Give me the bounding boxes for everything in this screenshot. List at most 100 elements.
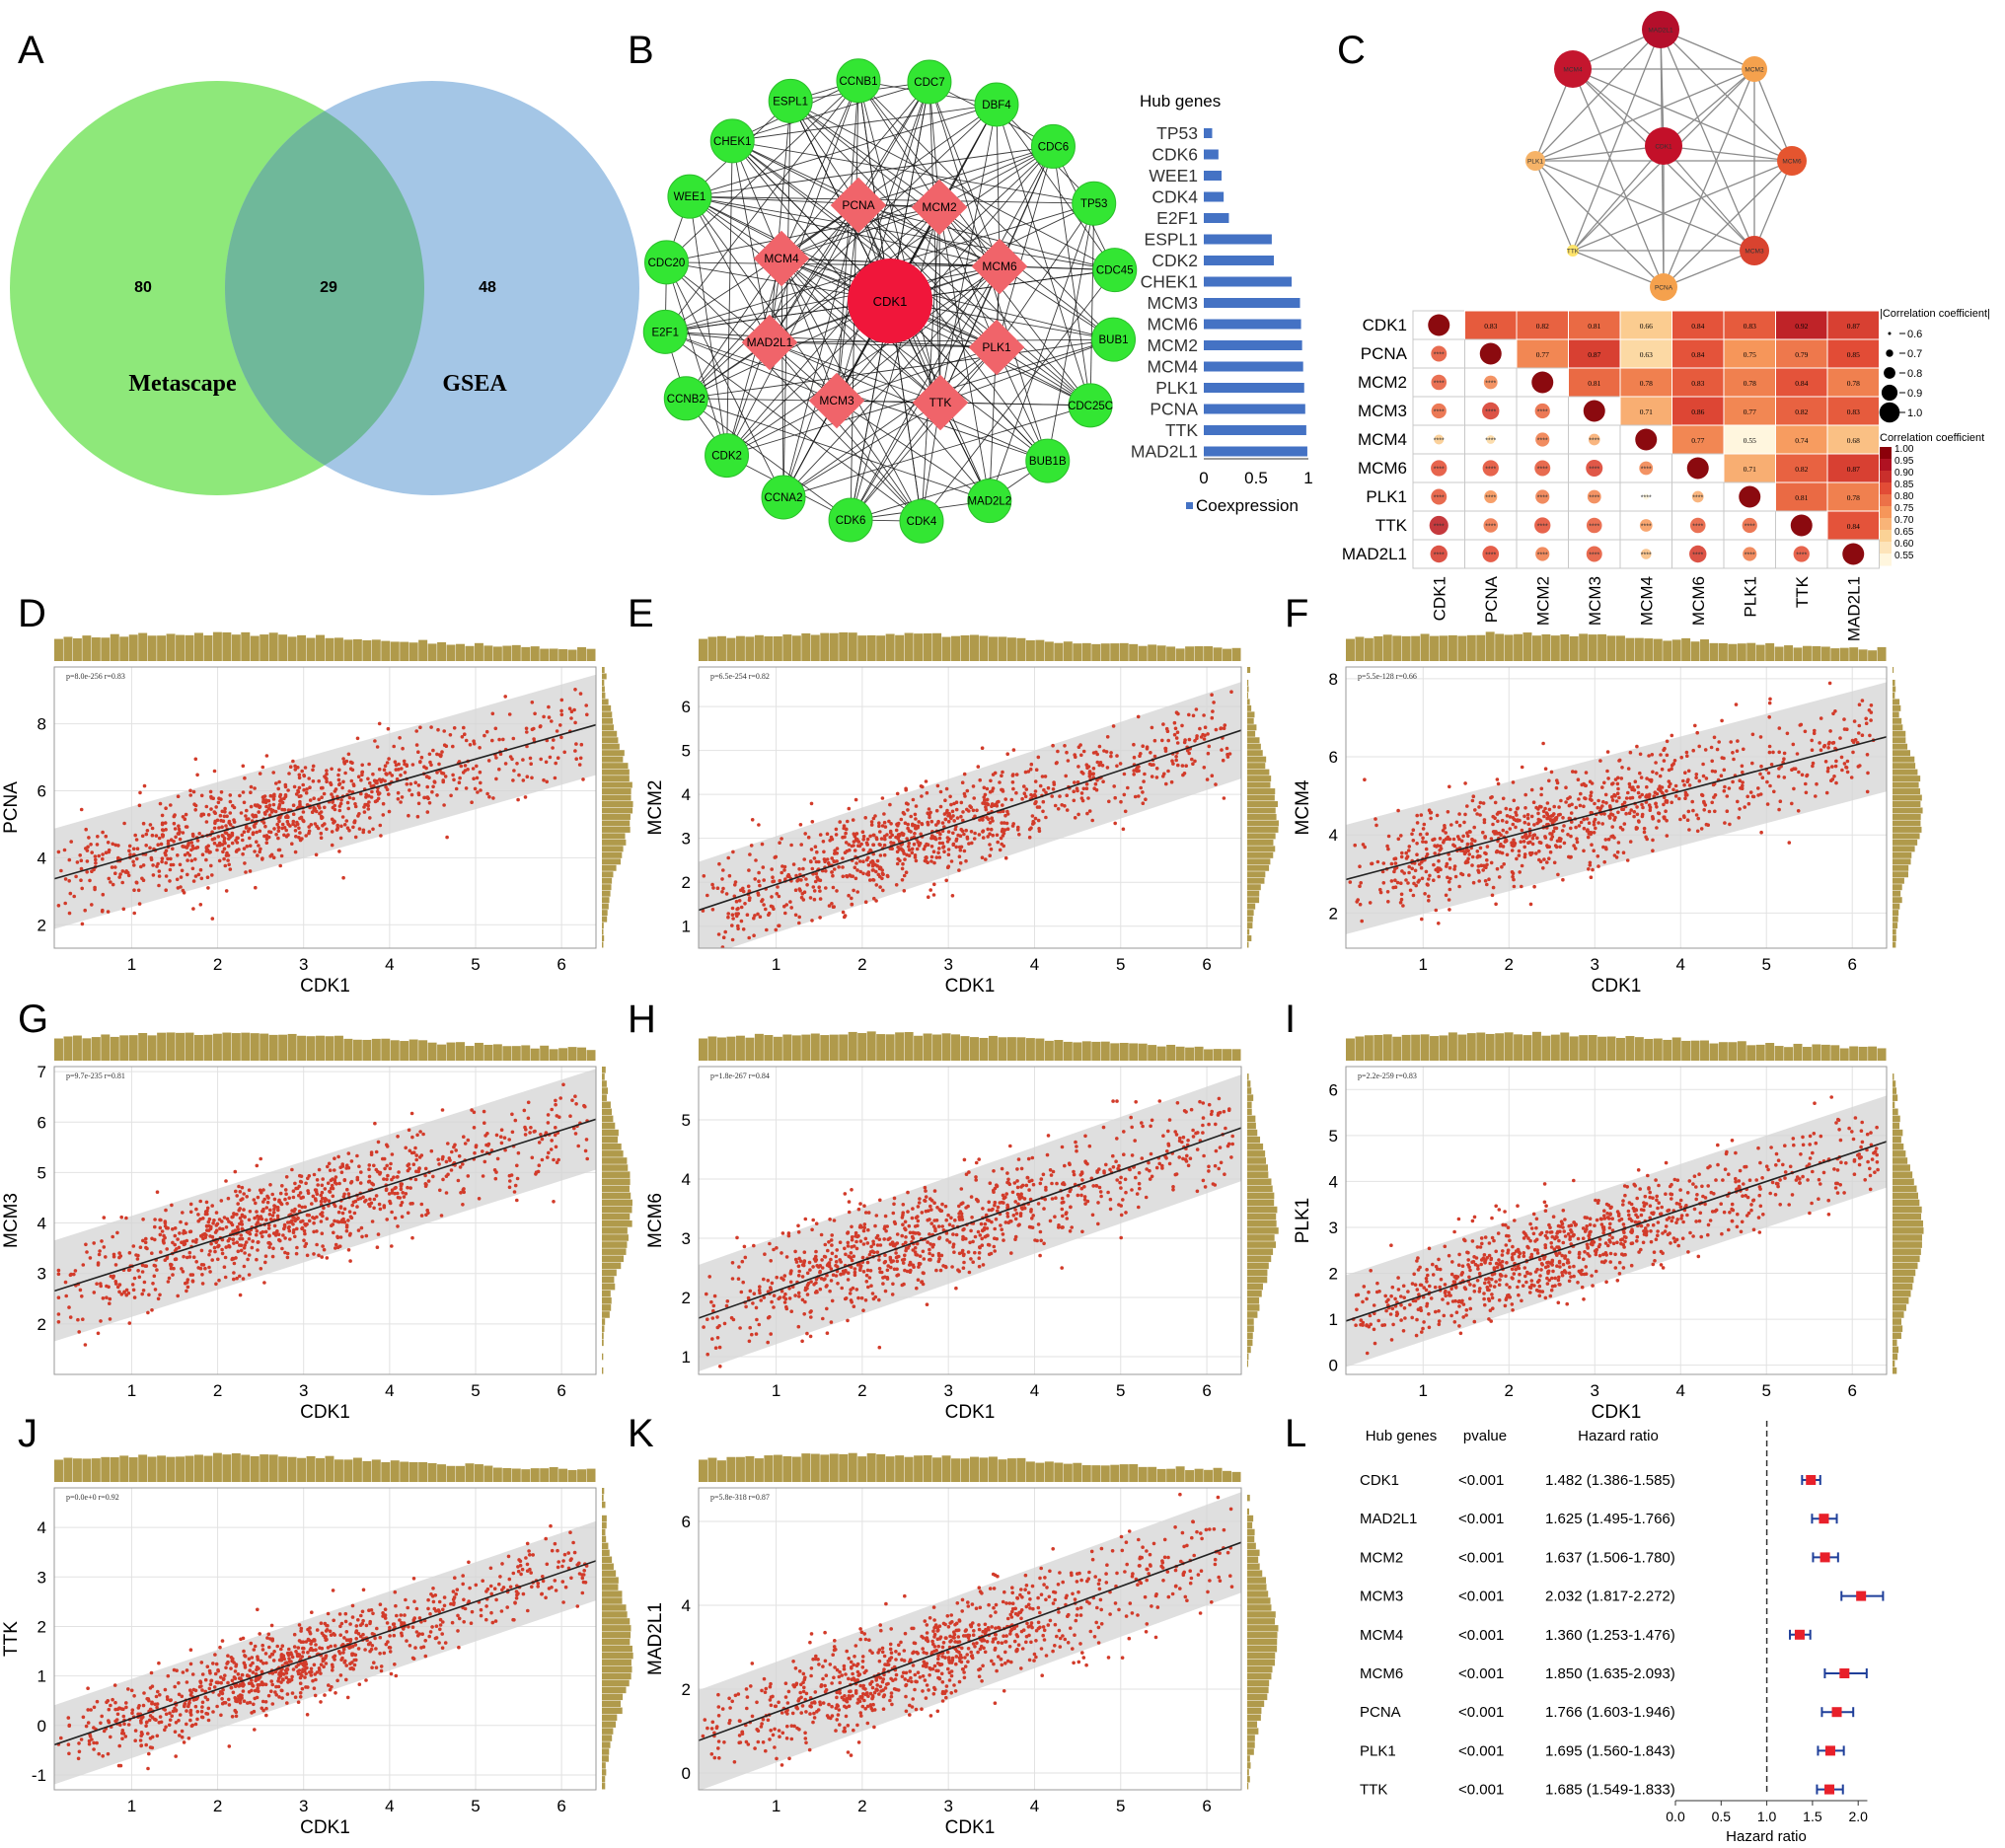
data-point — [912, 842, 917, 847]
data-point — [1697, 778, 1702, 783]
data-point — [390, 1188, 395, 1192]
data-point — [1475, 812, 1479, 816]
data-point — [1723, 784, 1727, 789]
data-point — [1100, 764, 1105, 768]
data-point — [917, 820, 921, 824]
data-point — [128, 852, 132, 856]
data-point — [262, 811, 267, 815]
hub-label: PCNA — [842, 198, 874, 212]
data-point — [345, 800, 350, 805]
data-point — [431, 784, 435, 789]
data-point — [457, 760, 462, 764]
hist-bar — [138, 1032, 148, 1061]
data-point — [548, 755, 553, 760]
hist-bar — [1893, 820, 1921, 827]
hist-bar — [101, 637, 111, 661]
data-point — [339, 798, 343, 802]
hist-bar — [1247, 801, 1278, 807]
data-point — [782, 868, 786, 872]
c-node-label: PCNA — [1655, 285, 1673, 292]
heatmap-dot — [1691, 490, 1704, 503]
hist-bar — [1893, 686, 1896, 693]
edge — [666, 261, 784, 498]
data-point — [1633, 779, 1638, 783]
data-point — [959, 845, 964, 850]
hist-bar — [1893, 763, 1916, 770]
data-point — [329, 782, 334, 787]
data-point — [901, 861, 905, 866]
data-point — [160, 859, 164, 864]
data-point — [513, 1183, 518, 1188]
data-point — [842, 915, 847, 920]
data-point — [402, 759, 407, 764]
data-point — [855, 868, 859, 872]
data-point — [831, 885, 836, 890]
hist-bar — [1035, 639, 1045, 661]
data-point — [1592, 823, 1597, 827]
data-point — [373, 1121, 377, 1126]
data-point — [355, 1175, 360, 1180]
heatmap-stars: **** — [1745, 524, 1755, 531]
data-point — [190, 866, 195, 871]
data-point — [769, 904, 774, 909]
edge — [857, 80, 940, 208]
data-point — [985, 815, 989, 820]
data-point — [432, 780, 437, 784]
data-point — [1510, 870, 1515, 874]
bar — [1204, 128, 1213, 138]
x-axis-title: CDK1 — [300, 976, 350, 997]
data-point — [1858, 764, 1862, 768]
data-point — [463, 1142, 468, 1146]
data-point — [1549, 770, 1554, 775]
data-point — [442, 803, 446, 807]
correlation-annotation: p=8.0e-256 r=0.83 — [66, 672, 125, 681]
data-point — [1561, 877, 1565, 882]
data-point — [1628, 750, 1633, 755]
data-point — [86, 845, 90, 850]
size-legend-value: 0.7 — [1907, 348, 1922, 360]
data-point — [1494, 902, 1498, 907]
hist-bar — [602, 1094, 607, 1101]
data-point — [1457, 837, 1461, 842]
heatmap-dot — [1482, 460, 1499, 477]
data-point — [941, 846, 945, 850]
hist-bar — [602, 1234, 629, 1241]
heatmap-value: 0.92 — [1795, 322, 1808, 331]
data-point — [111, 842, 114, 847]
data-point — [264, 1218, 268, 1222]
data-point — [841, 856, 845, 860]
data-point — [416, 792, 421, 797]
data-point — [1150, 763, 1153, 767]
data-point — [726, 915, 730, 920]
hist-bar — [1858, 649, 1868, 661]
data-point — [376, 1140, 381, 1145]
data-point — [1610, 795, 1614, 799]
hist-bar — [1485, 631, 1495, 661]
data-point — [984, 807, 989, 812]
data-point — [788, 900, 792, 904]
hist-bar — [558, 1048, 568, 1061]
data-point — [427, 752, 432, 757]
data-point — [1768, 783, 1772, 788]
data-point — [1056, 749, 1060, 754]
data-point — [940, 821, 945, 825]
data-point — [1141, 790, 1145, 794]
data-point — [1027, 827, 1032, 832]
data-point — [347, 795, 352, 800]
data-point — [163, 1220, 168, 1223]
data-point — [152, 1274, 157, 1279]
data-point — [323, 805, 327, 810]
data-point — [1547, 807, 1552, 812]
data-point — [1407, 845, 1412, 849]
heatmap-dot — [1842, 543, 1865, 565]
data-point — [1557, 836, 1562, 841]
data-point — [271, 802, 276, 807]
data-point — [946, 852, 951, 856]
heatmap-value: 0.83 — [1691, 379, 1704, 388]
data-point — [1728, 822, 1732, 827]
data-point — [62, 848, 67, 852]
data-point — [983, 798, 987, 802]
data-point — [1150, 775, 1154, 778]
gene-node-espl1 — [768, 78, 813, 123]
data-point — [499, 1141, 504, 1146]
